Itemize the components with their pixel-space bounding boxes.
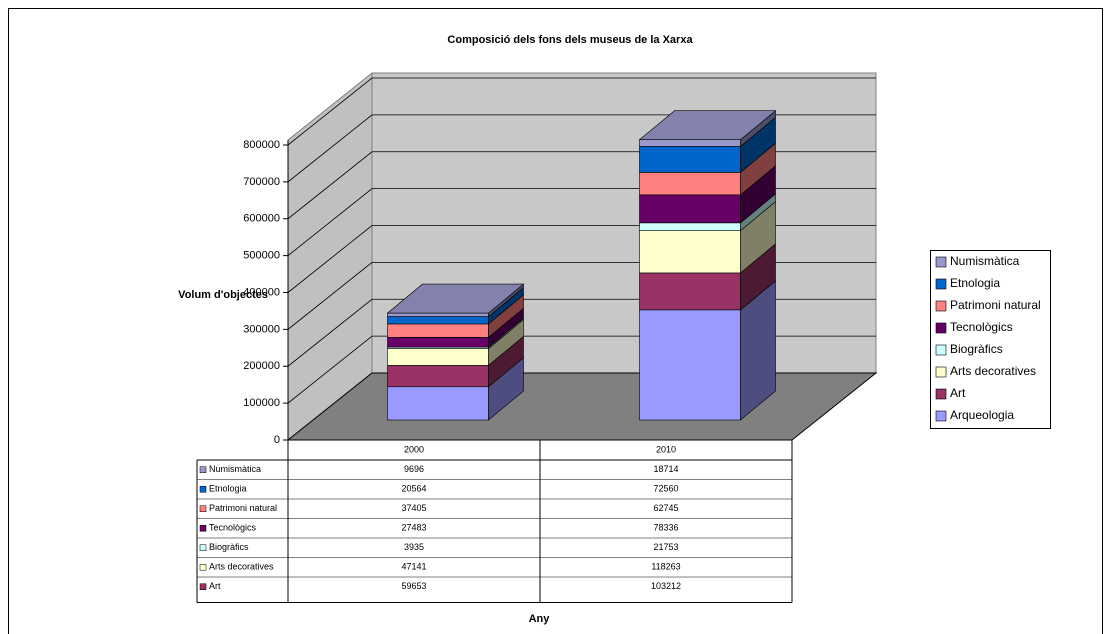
bar-front	[639, 272, 741, 311]
y-tick-label: 700000	[243, 176, 280, 188]
legend-swatch	[935, 322, 947, 334]
table-cell: 47141	[401, 562, 426, 572]
y-tick-label: 400000	[243, 286, 280, 298]
table-cell: 18714	[653, 464, 678, 474]
table-cell: 9696	[404, 464, 424, 474]
legend-swatch	[935, 256, 947, 268]
table-row-label: Tecnològics	[209, 523, 257, 533]
bar-front	[639, 139, 741, 147]
table-row-label: Numismàtica	[209, 464, 261, 474]
table-cell: 20564	[401, 484, 426, 494]
table-cell: 103212	[651, 581, 681, 591]
bar-front	[387, 386, 489, 421]
legend-label: Arts decoratives	[950, 364, 1036, 378]
y-tick-label: 100000	[243, 397, 280, 409]
grid-line	[287, 77, 876, 146]
floor	[286, 372, 878, 441]
table-swatch	[199, 564, 207, 571]
bar-front	[639, 194, 741, 224]
table-row-label: Patrimoni natural	[209, 503, 277, 513]
y-tick-label: 200000	[243, 360, 280, 372]
legend-swatch	[935, 300, 947, 312]
table-cell: 72560	[653, 484, 678, 494]
table-cell: 37405	[401, 503, 426, 513]
legend-swatch	[935, 410, 947, 422]
table-cell: 62745	[653, 503, 678, 513]
table-cell: 3935	[404, 542, 424, 552]
y-tick-label: 300000	[243, 323, 280, 335]
legend-swatch	[935, 344, 947, 356]
bar-front	[639, 172, 741, 196]
legend-swatch	[935, 366, 947, 378]
bar-front	[639, 146, 741, 173]
table-row-label: Biogràfics	[209, 542, 249, 552]
legend-label: Etnologia	[950, 276, 1000, 290]
bar-front	[387, 323, 489, 338]
bar-front	[387, 316, 489, 325]
table-swatch	[199, 583, 207, 590]
bar-front	[639, 222, 741, 231]
table-cell: 27483	[401, 523, 426, 533]
legend-label: Tecnològics	[950, 320, 1013, 334]
table-swatch	[199, 466, 207, 473]
table-swatch	[199, 525, 207, 532]
bar-front	[639, 230, 741, 274]
chart-title: Composició dels fons dels museus de la X…	[447, 34, 693, 46]
table-row-label: Arts decoratives	[209, 562, 274, 572]
table-header: 2000	[404, 444, 424, 454]
bar-front	[639, 309, 741, 421]
table-header: 2010	[656, 444, 676, 454]
y-tick-label: 600000	[243, 213, 280, 225]
legend-swatch	[935, 388, 947, 400]
y-tick-label: 800000	[243, 139, 280, 151]
legend-label: Patrimoni natural	[950, 298, 1041, 312]
legend-label: Numismàtica	[950, 254, 1020, 268]
table-row-label: Art	[209, 581, 221, 591]
table-row-label: Etnologia	[209, 484, 247, 494]
table-swatch	[199, 486, 207, 493]
x-axis-title: Any	[529, 613, 551, 625]
table-cell: 118263	[651, 562, 680, 572]
bar-front	[387, 365, 489, 388]
table-cell: 59653	[401, 581, 426, 591]
legend-swatch	[935, 278, 947, 290]
bar-top	[386, 283, 525, 314]
bar-front	[387, 336, 489, 348]
bar-front	[387, 312, 489, 317]
y-axis-title: Volum d'objectes	[178, 289, 268, 301]
bar-front	[387, 348, 489, 366]
y-tick-label: 500000	[243, 250, 280, 262]
table-cell: 21753	[653, 542, 678, 552]
table-swatch	[199, 544, 207, 551]
table-cell: 78336	[653, 523, 678, 533]
legend-label: Biogràfics	[950, 342, 1003, 356]
legend-label: Arqueologia	[950, 408, 1014, 422]
y-tick-label: 0	[274, 434, 280, 446]
legend-box	[930, 250, 1051, 429]
legend-label: Art	[950, 386, 966, 400]
table-swatch	[199, 505, 207, 512]
bar-top	[638, 110, 777, 141]
